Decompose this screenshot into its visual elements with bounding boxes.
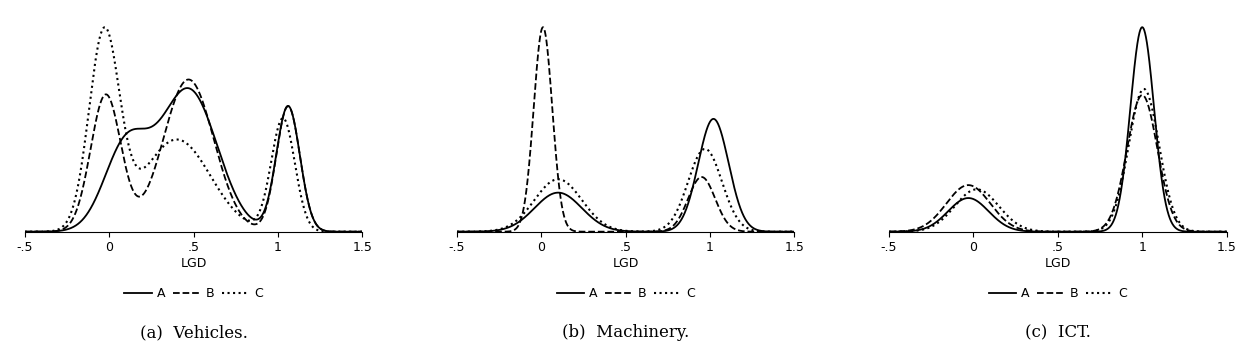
A xyxy=(325,230,339,234)
B xyxy=(372,230,387,234)
B xyxy=(43,230,58,234)
Legend: A, B, C: A, B, C xyxy=(119,282,268,305)
C xyxy=(591,217,606,222)
B xyxy=(64,218,79,222)
B xyxy=(591,230,606,234)
A xyxy=(1007,227,1022,231)
A xyxy=(64,225,79,230)
X-axis label: LGD: LGD xyxy=(181,257,207,270)
A xyxy=(159,108,173,113)
C xyxy=(757,230,772,234)
A xyxy=(797,230,812,234)
A xyxy=(804,230,819,234)
B xyxy=(475,230,489,234)
C xyxy=(497,226,512,230)
A xyxy=(865,230,880,234)
C xyxy=(98,25,113,29)
A xyxy=(43,229,58,233)
Text: (b)  Machinery.: (b) Machinery. xyxy=(563,324,689,341)
A xyxy=(929,220,944,224)
A xyxy=(432,230,447,234)
B xyxy=(181,77,196,82)
Line: A: A xyxy=(7,88,379,232)
Line: B: B xyxy=(7,80,379,232)
Text: (a)  Vehicles.: (a) Vehicles. xyxy=(140,324,248,341)
C xyxy=(64,207,79,211)
B xyxy=(804,230,819,234)
A xyxy=(475,229,489,233)
C xyxy=(804,230,819,234)
A xyxy=(0,230,15,234)
B xyxy=(865,230,880,234)
B xyxy=(1007,224,1022,229)
A xyxy=(591,220,606,225)
Text: (c)  ICT.: (c) ICT. xyxy=(1025,324,1090,341)
C xyxy=(797,230,812,234)
B xyxy=(757,230,772,234)
C xyxy=(698,147,712,151)
B xyxy=(535,25,550,29)
B xyxy=(159,126,173,130)
A xyxy=(575,206,590,211)
C xyxy=(43,229,58,233)
B xyxy=(432,230,447,234)
C xyxy=(1237,230,1239,234)
B xyxy=(1135,93,1150,97)
C xyxy=(1023,227,1038,232)
Legend: A, B, C: A, B, C xyxy=(984,282,1132,305)
B xyxy=(907,227,922,232)
B xyxy=(797,230,812,234)
C xyxy=(159,142,173,146)
C xyxy=(325,230,339,234)
B xyxy=(364,230,379,234)
A xyxy=(364,230,379,234)
A xyxy=(757,229,772,233)
A xyxy=(1023,229,1038,233)
C xyxy=(1189,229,1204,233)
X-axis label: LGD: LGD xyxy=(612,257,639,270)
A xyxy=(372,230,387,234)
C xyxy=(1229,230,1239,234)
C xyxy=(372,230,387,234)
C xyxy=(929,222,944,226)
Line: B: B xyxy=(872,95,1239,232)
B xyxy=(1237,230,1239,234)
C xyxy=(0,230,15,234)
C xyxy=(907,229,922,233)
B xyxy=(0,230,15,234)
A xyxy=(1135,25,1150,29)
B xyxy=(325,230,339,234)
C xyxy=(1136,87,1151,91)
C xyxy=(364,230,379,234)
Line: C: C xyxy=(7,27,379,232)
A xyxy=(1189,230,1204,234)
Line: A: A xyxy=(872,27,1239,232)
C xyxy=(575,198,590,203)
B xyxy=(1189,229,1204,233)
Line: C: C xyxy=(440,149,812,232)
B xyxy=(497,230,512,234)
A xyxy=(907,228,922,233)
C xyxy=(142,160,157,164)
C xyxy=(1007,220,1022,224)
Legend: A, B, C: A, B, C xyxy=(551,282,700,305)
Line: A: A xyxy=(440,119,812,232)
X-axis label: LGD: LGD xyxy=(1044,257,1070,270)
A xyxy=(142,125,157,130)
B xyxy=(575,230,590,234)
Line: B: B xyxy=(440,27,812,232)
A xyxy=(1229,230,1239,234)
A xyxy=(1237,230,1239,234)
B xyxy=(1229,230,1239,234)
C xyxy=(432,230,447,234)
A xyxy=(180,86,195,90)
C xyxy=(865,230,880,234)
A xyxy=(497,227,512,231)
A xyxy=(706,117,721,121)
Line: C: C xyxy=(872,89,1239,232)
B xyxy=(1023,229,1038,233)
B xyxy=(142,179,157,183)
C xyxy=(475,229,489,233)
B xyxy=(929,213,944,218)
